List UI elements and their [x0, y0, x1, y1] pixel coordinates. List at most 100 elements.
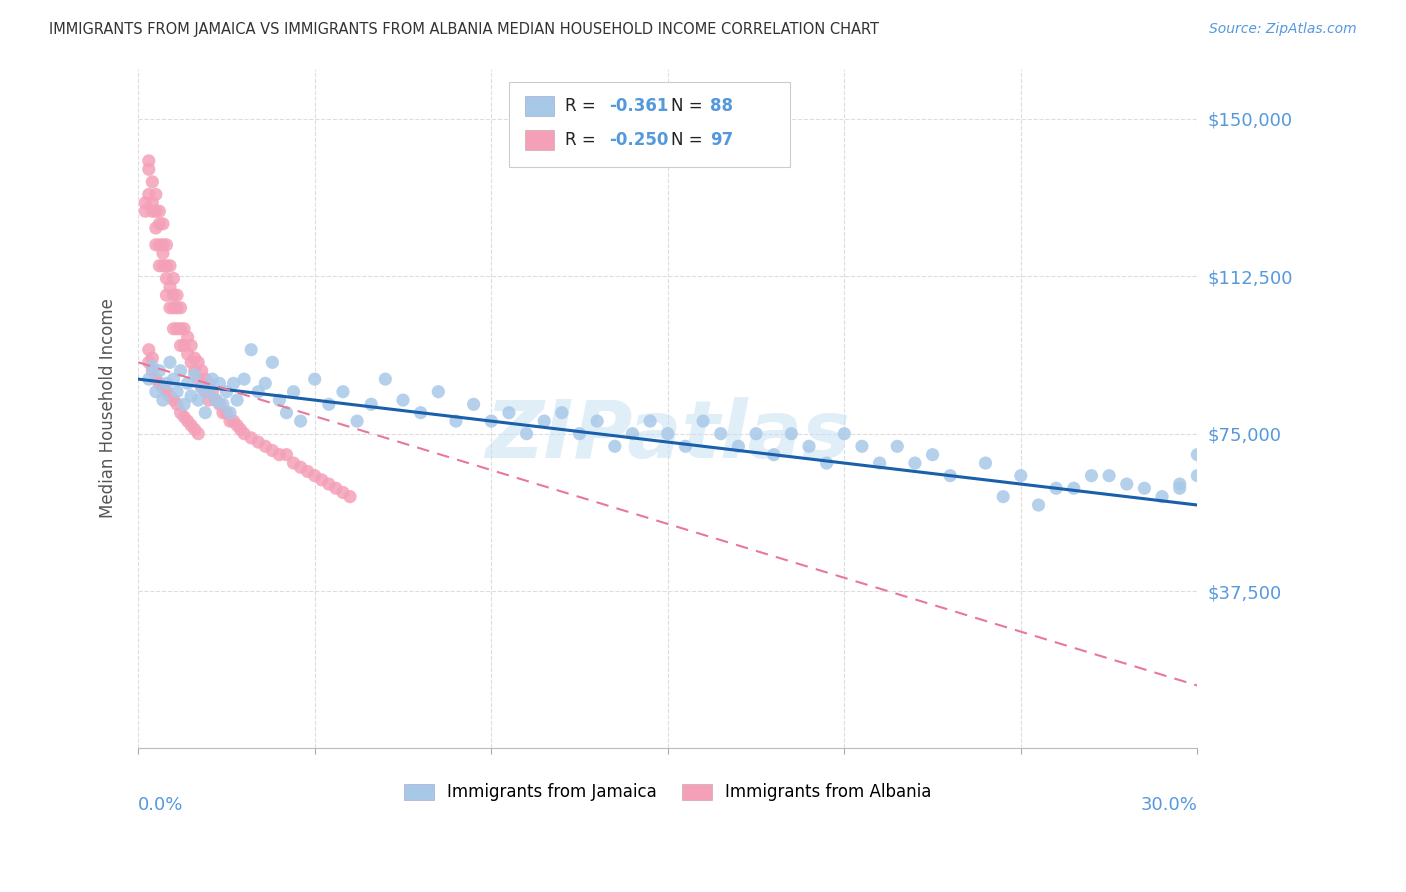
Point — [169, 364, 191, 378]
Point — [240, 343, 263, 357]
Point — [219, 414, 242, 428]
Text: ZIPatlas: ZIPatlas — [485, 397, 851, 475]
Point — [208, 397, 231, 411]
Point — [233, 372, 256, 386]
Point — [1187, 448, 1209, 462]
Point — [939, 468, 962, 483]
Point — [152, 246, 174, 260]
Point — [332, 485, 354, 500]
Point — [1098, 468, 1121, 483]
Point — [1168, 481, 1191, 495]
Point — [290, 414, 312, 428]
Point — [262, 443, 284, 458]
Point — [169, 322, 191, 336]
Point — [201, 372, 224, 386]
Point — [219, 406, 242, 420]
Point — [148, 237, 170, 252]
Point — [463, 397, 485, 411]
Point — [173, 409, 195, 424]
Point — [815, 456, 838, 470]
Point — [727, 439, 749, 453]
Point — [201, 384, 224, 399]
Point — [183, 368, 205, 382]
Point — [1080, 468, 1102, 483]
Point — [169, 301, 191, 315]
Point — [180, 355, 202, 369]
Point — [1115, 477, 1137, 491]
Point — [233, 426, 256, 441]
Point — [162, 393, 184, 408]
Point — [166, 384, 188, 399]
Point — [190, 364, 212, 378]
Point — [212, 406, 235, 420]
Point — [155, 288, 177, 302]
Point — [138, 372, 160, 386]
Point — [311, 473, 333, 487]
Point — [159, 355, 181, 369]
Point — [141, 359, 163, 374]
Point — [533, 414, 555, 428]
Point — [780, 426, 803, 441]
Point — [392, 393, 415, 408]
Point — [155, 237, 177, 252]
Point — [1150, 490, 1173, 504]
Point — [304, 468, 326, 483]
Point — [194, 384, 217, 399]
Point — [145, 384, 167, 399]
Point — [187, 393, 209, 408]
Point — [254, 376, 277, 391]
Point — [183, 351, 205, 365]
Point — [166, 397, 188, 411]
Point — [276, 406, 298, 420]
Point — [797, 439, 820, 453]
Point — [832, 426, 855, 441]
Y-axis label: Median Household Income: Median Household Income — [100, 299, 117, 518]
Point — [869, 456, 891, 470]
Point — [176, 376, 198, 391]
Point — [183, 422, 205, 436]
Point — [226, 393, 249, 408]
Point — [346, 414, 368, 428]
Point — [194, 372, 217, 386]
Point — [187, 355, 209, 369]
Point — [169, 406, 191, 420]
Point — [318, 477, 340, 491]
Point — [162, 288, 184, 302]
Point — [1028, 498, 1050, 512]
Point — [180, 418, 202, 433]
Point — [138, 153, 160, 168]
FancyBboxPatch shape — [509, 82, 790, 167]
Point — [155, 259, 177, 273]
Point — [148, 259, 170, 273]
Point — [427, 384, 450, 399]
Point — [498, 406, 520, 420]
Point — [176, 330, 198, 344]
Point — [152, 259, 174, 273]
Point — [159, 301, 181, 315]
Point — [152, 217, 174, 231]
Point — [141, 364, 163, 378]
Point — [162, 271, 184, 285]
Point — [162, 372, 184, 386]
Point — [657, 426, 679, 441]
Point — [762, 448, 785, 462]
Point — [262, 355, 284, 369]
Point — [297, 465, 319, 479]
Point — [568, 426, 591, 441]
Point — [148, 204, 170, 219]
Point — [155, 271, 177, 285]
Text: R =: R = — [565, 97, 600, 115]
Point — [254, 439, 277, 453]
Point — [138, 343, 160, 357]
Text: N =: N = — [671, 131, 707, 149]
Point — [183, 364, 205, 378]
Point — [269, 448, 291, 462]
Point — [162, 301, 184, 315]
Point — [166, 301, 188, 315]
Text: Source: ZipAtlas.com: Source: ZipAtlas.com — [1209, 22, 1357, 37]
Point — [159, 259, 181, 273]
Point — [1010, 468, 1032, 483]
Point — [479, 414, 502, 428]
Point — [173, 322, 195, 336]
Point — [1168, 477, 1191, 491]
